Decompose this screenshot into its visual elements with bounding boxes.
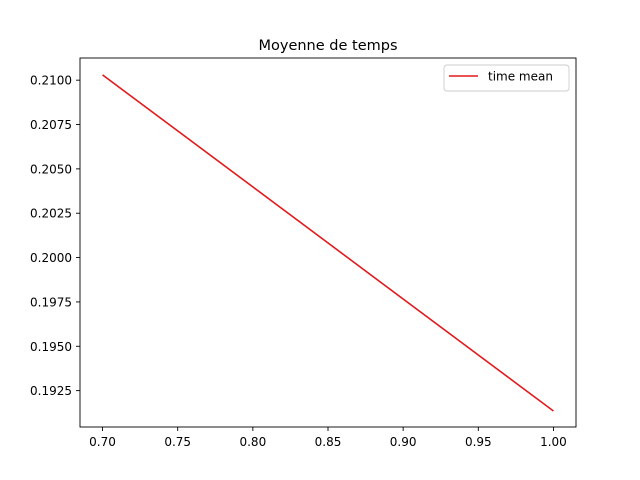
x-tick-label: 0.95 (465, 435, 492, 449)
x-tick-label: 0.90 (390, 435, 417, 449)
legend: time mean (443, 64, 570, 92)
plot-area-frame (79, 57, 577, 428)
y-tick-label: 0.1975 (30, 295, 72, 309)
y-axis: 0.1925 0.1950 0.1975 0.2000 0.2025 0.2050 0.20… (30, 74, 80, 398)
x-axis: 0.70 0.75 0.80 0.85 0.90 0.95 1.00 (89, 427, 567, 449)
y-tick-label: 0.2075 (30, 118, 72, 132)
x-tick-label: 0.85 (315, 435, 342, 449)
y-tick-label: 0.1950 (30, 340, 72, 354)
plot-series (102, 74, 554, 412)
x-tick-label: 0.80 (239, 435, 266, 449)
legend-label-time-mean: time mean (488, 70, 553, 84)
legend-box (443, 64, 570, 92)
y-tick-label: 0.2100 (30, 74, 72, 88)
x-tick-label: 1.00 (540, 435, 567, 449)
y-tick-label: 0.2000 (30, 251, 72, 265)
y-tick-label: 0.2025 (30, 207, 72, 221)
y-tick-label: 0.1925 (30, 384, 72, 398)
y-tick-label: 0.2050 (30, 162, 72, 176)
x-tick-label: 0.75 (164, 435, 191, 449)
series-line-time-mean (102, 74, 554, 412)
x-tick-label: 0.70 (89, 435, 116, 449)
chart-title: Moyenne de temps (258, 38, 397, 54)
